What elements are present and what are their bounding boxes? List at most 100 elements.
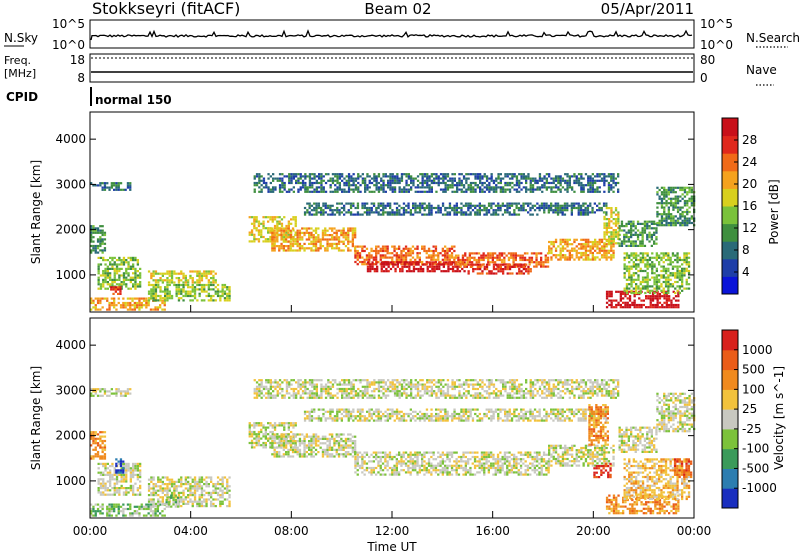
range-gate-cell	[670, 221, 673, 225]
range-gate-cell	[637, 265, 640, 268]
range-gate-cell	[627, 220, 630, 223]
range-gate-cell	[106, 394, 109, 397]
range-gate-cell	[450, 252, 454, 255]
range-gate-cell	[90, 514, 93, 517]
range-gate-cell	[103, 392, 107, 395]
range-gate-cell	[152, 510, 155, 513]
range-gate-cell	[485, 206, 488, 210]
range-gate-cell	[662, 276, 665, 279]
scatter-region	[90, 431, 107, 460]
range-gate-cell	[99, 457, 102, 460]
range-gate-cell	[150, 277, 153, 280]
range-gate-cell	[665, 188, 668, 192]
range-gate-cell	[145, 507, 148, 511]
range-gate-cell	[124, 394, 127, 397]
range-gate-cell	[138, 514, 141, 517]
range-gate-cell	[400, 252, 403, 255]
range-gate-cell	[414, 209, 417, 212]
range-gate-cell	[610, 207, 613, 210]
range-gate-cell	[351, 231, 354, 234]
range-gate-cell	[573, 175, 576, 178]
range-gate-cell	[119, 464, 123, 468]
range-gate-cell	[129, 276, 132, 279]
range-gate-cell	[439, 173, 443, 176]
range-gate-cell	[129, 467, 132, 470]
range-gate-cell	[391, 181, 394, 185]
range-gate-cell	[571, 188, 574, 191]
range-gate-cell	[502, 272, 505, 275]
range-gate-cell	[142, 505, 146, 508]
range-gate-cell	[102, 487, 105, 490]
range-gate-cell	[635, 256, 638, 259]
range-gate-cell	[381, 245, 385, 248]
range-gate-cell	[203, 290, 206, 293]
range-gate-cell	[506, 204, 509, 207]
range-gate-cell	[294, 220, 297, 223]
scatter-region	[90, 503, 166, 517]
range-gate-cell	[552, 240, 555, 244]
range-gate-cell	[635, 272, 638, 275]
range-gate-cell	[670, 224, 673, 227]
range-gate-cell	[661, 303, 664, 307]
range-gate-cell	[191, 294, 194, 298]
range-gate-cell	[103, 184, 107, 187]
range-gate-cell	[561, 238, 565, 241]
range-gate-cell	[437, 258, 440, 261]
range-gate-cell	[329, 204, 332, 207]
range-gate-cell	[444, 188, 447, 191]
range-gate-cell	[618, 227, 621, 230]
range-gate-cell	[364, 179, 367, 182]
range-gate-cell	[665, 295, 668, 298]
range-gate-cell	[207, 286, 210, 289]
range-gate-cell	[187, 281, 190, 284]
range-gate-cell	[292, 177, 295, 180]
range-gate-cell	[418, 256, 421, 259]
range-gate-cell	[483, 265, 486, 268]
range-gate-cell	[511, 186, 514, 189]
range-gate-cell	[650, 238, 653, 241]
range-gate-cell	[120, 467, 123, 470]
range-gate-cell	[677, 295, 680, 298]
range-gate-cell	[132, 272, 135, 275]
range-gate-cell	[298, 242, 302, 245]
range-gate-cell	[688, 199, 691, 203]
range-gate-cell	[361, 245, 364, 248]
range-gate-cell	[257, 233, 261, 236]
range-gate-cell	[117, 469, 120, 472]
range-gate-cell	[607, 181, 611, 185]
scatter-region	[603, 207, 620, 245]
range-gate-cell	[205, 491, 208, 494]
range-gate-cell	[101, 394, 104, 397]
range-gate-cell	[166, 483, 169, 486]
range-gate-cell	[444, 175, 447, 178]
range-gate-cell	[453, 179, 456, 182]
range-gate-cell	[508, 265, 512, 268]
range-gate-cell	[495, 179, 498, 182]
range-gate-cell	[676, 269, 679, 273]
range-gate-cell	[120, 480, 123, 483]
range-gate-cell	[189, 485, 192, 488]
range-gate-cell	[625, 222, 628, 225]
range-gate-cell	[149, 507, 153, 511]
range-gate-cell	[455, 204, 458, 207]
range-gate-cell	[663, 213, 666, 216]
range-gate-cell	[449, 267, 452, 271]
range-gate-cell	[550, 240, 553, 244]
range-gate-cell	[610, 233, 613, 236]
range-gate-cell	[485, 265, 489, 268]
range-gate-cell	[476, 186, 479, 189]
range-gate-cell	[102, 491, 105, 494]
range-gate-cell	[109, 484, 112, 487]
range-gate-cell	[111, 283, 114, 286]
range-gate-cell	[228, 288, 231, 291]
range-gate-cell	[129, 392, 132, 395]
range-gate-cell	[368, 258, 371, 261]
range-gate-cell	[335, 236, 338, 239]
range-gate-cell	[584, 238, 588, 241]
range-gate-cell	[113, 482, 116, 485]
range-gate-cell	[495, 263, 498, 266]
range-gate-cell	[338, 211, 341, 214]
range-gate-cell	[584, 249, 588, 252]
range-gate-cell	[669, 258, 672, 262]
range-gate-cell	[676, 254, 679, 257]
